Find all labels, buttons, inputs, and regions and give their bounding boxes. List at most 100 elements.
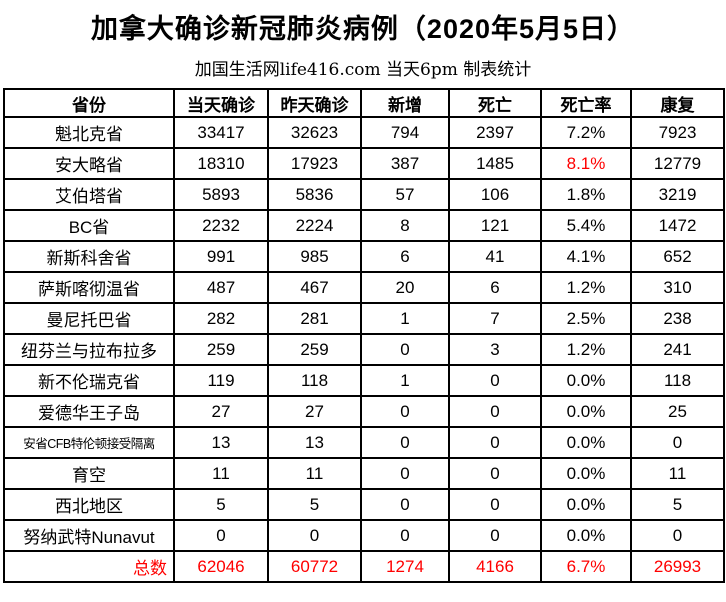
yesterday-confirmed-value: 259 xyxy=(267,333,362,366)
new-cases-value: 6 xyxy=(360,240,450,273)
today-confirmed-value: 13 xyxy=(173,426,269,459)
province-name: 纽芬兰与拉布拉多 xyxy=(3,333,175,366)
total-row: 总数 62046 60772 1274 4166 6.7% 26993 xyxy=(3,550,725,583)
page-subtitle: 加国生活网life416.com 当天6pm 制表统计 xyxy=(194,60,532,80)
province-name: 安省CFB特伦顿接受隔离 xyxy=(3,426,175,459)
death-rate-value: 7.2% xyxy=(540,116,632,149)
yesterday-confirmed-value: 17923 xyxy=(267,147,362,180)
deaths-value: 7 xyxy=(448,302,542,335)
province-name: BC省 xyxy=(3,209,175,242)
today-confirmed-value: 991 xyxy=(173,240,269,273)
today-confirmed-value: 18310 xyxy=(173,147,269,180)
death-rate-value: 5.4% xyxy=(540,209,632,242)
province-name: 新斯科舍省 xyxy=(3,240,175,273)
deaths-value: 2397 xyxy=(448,116,542,149)
new-cases-value: 0 xyxy=(360,488,450,521)
province-name: 新不伦瑞克省 xyxy=(3,364,175,397)
yesterday-confirmed-value: 281 xyxy=(267,302,362,335)
death-rate-value: 0.0% xyxy=(540,488,632,521)
yesterday-confirmed-value: 467 xyxy=(267,271,362,304)
recovered-value: 0 xyxy=(630,519,725,552)
table-header: 省份 当天确诊 昨天确诊 新增 死亡 死亡率 康复 xyxy=(3,88,725,118)
deaths-value: 0 xyxy=(448,519,542,552)
deaths-value: 0 xyxy=(448,426,542,459)
province-name: 萨斯喀彻温省 xyxy=(3,271,175,304)
province-name: 西北地区 xyxy=(3,488,175,521)
deaths-value: 0 xyxy=(448,364,542,397)
table-body: 魁北克省 33417 32623 794 2397 7.2% 7923 安大略省… xyxy=(3,116,725,552)
table-row: 育空 11 11 0 0 0.0% 11 xyxy=(3,457,725,490)
deaths-value: 6 xyxy=(448,271,542,304)
table-row: 安大略省 18310 17923 387 1485 8.1% 12779 xyxy=(3,147,725,180)
death-rate-value: 0.0% xyxy=(540,364,632,397)
death-rate-value: 8.1% xyxy=(540,147,632,180)
province-name: 魁北克省 xyxy=(3,116,175,149)
new-cases-value: 57 xyxy=(360,178,450,211)
table-row: 纽芬兰与拉布拉多 259 259 0 3 1.2% 241 xyxy=(3,333,725,366)
total-deaths: 4166 xyxy=(448,550,542,583)
recovered-value: 11 xyxy=(630,457,725,490)
new-cases-value: 0 xyxy=(360,426,450,459)
today-confirmed-value: 5 xyxy=(173,488,269,521)
new-cases-value: 0 xyxy=(360,395,450,428)
column-header-death-rate: 死亡率 xyxy=(540,88,632,118)
province-name: 安大略省 xyxy=(3,147,175,180)
deaths-value: 41 xyxy=(448,240,542,273)
column-header-recovered: 康复 xyxy=(630,88,725,118)
yesterday-confirmed-value: 11 xyxy=(267,457,362,490)
yesterday-confirmed-value: 13 xyxy=(267,426,362,459)
total-yesterday-confirmed: 60772 xyxy=(267,550,362,583)
today-confirmed-value: 0 xyxy=(173,519,269,552)
deaths-value: 0 xyxy=(448,395,542,428)
deaths-value: 1485 xyxy=(448,147,542,180)
yesterday-confirmed-value: 5 xyxy=(267,488,362,521)
recovered-value: 12779 xyxy=(630,147,725,180)
recovered-value: 241 xyxy=(630,333,725,366)
new-cases-value: 1 xyxy=(360,364,450,397)
new-cases-value: 794 xyxy=(360,116,450,149)
recovered-value: 310 xyxy=(630,271,725,304)
recovered-value: 238 xyxy=(630,302,725,335)
header-row: 省份 当天确诊 昨天确诊 新增 死亡 死亡率 康复 xyxy=(3,88,725,118)
today-confirmed-value: 5893 xyxy=(173,178,269,211)
deaths-value: 3 xyxy=(448,333,542,366)
today-confirmed-value: 282 xyxy=(173,302,269,335)
recovered-value: 652 xyxy=(630,240,725,273)
province-name: 努纳武特Nunavut xyxy=(3,519,175,552)
yesterday-confirmed-value: 2224 xyxy=(267,209,362,242)
table-row: 曼尼托巴省 282 281 1 7 2.5% 238 xyxy=(3,302,725,335)
table-row: 新不伦瑞克省 119 118 1 0 0.0% 118 xyxy=(3,364,725,397)
recovered-value: 7923 xyxy=(630,116,725,149)
table-row: 爱德华王子岛 27 27 0 0 0.0% 25 xyxy=(3,395,725,428)
table-row: 安省CFB特伦顿接受隔离 13 13 0 0 0.0% 0 xyxy=(3,426,725,459)
table-row: 魁北克省 33417 32623 794 2397 7.2% 7923 xyxy=(3,116,725,149)
deaths-value: 121 xyxy=(448,209,542,242)
province-name: 育空 xyxy=(3,457,175,490)
today-confirmed-value: 11 xyxy=(173,457,269,490)
column-header-yesterday-confirmed: 昨天确诊 xyxy=(267,88,362,118)
new-cases-value: 8 xyxy=(360,209,450,242)
death-rate-value: 2.5% xyxy=(540,302,632,335)
new-cases-value: 0 xyxy=(360,333,450,366)
table-footer: 总数 62046 60772 1274 4166 6.7% 26993 xyxy=(3,550,725,583)
today-confirmed-value: 487 xyxy=(173,271,269,304)
province-name: 艾伯塔省 xyxy=(3,178,175,211)
death-rate-value: 0.0% xyxy=(540,457,632,490)
yesterday-confirmed-value: 0 xyxy=(267,519,362,552)
recovered-value: 1472 xyxy=(630,209,725,242)
column-header-deaths: 死亡 xyxy=(448,88,542,118)
today-confirmed-value: 259 xyxy=(173,333,269,366)
province-name: 爱德华王子岛 xyxy=(3,395,175,428)
total-new-cases: 1274 xyxy=(360,550,450,583)
yesterday-confirmed-value: 27 xyxy=(267,395,362,428)
today-confirmed-value: 27 xyxy=(173,395,269,428)
table-row: 萨斯喀彻温省 487 467 20 6 1.2% 310 xyxy=(3,271,725,304)
death-rate-value: 0.0% xyxy=(540,426,632,459)
recovered-value: 118 xyxy=(630,364,725,397)
yesterday-confirmed-value: 118 xyxy=(267,364,362,397)
column-header-new-cases: 新增 xyxy=(360,88,450,118)
new-cases-value: 20 xyxy=(360,271,450,304)
today-confirmed-value: 119 xyxy=(173,364,269,397)
death-rate-value: 1.8% xyxy=(540,178,632,211)
deaths-value: 0 xyxy=(448,488,542,521)
